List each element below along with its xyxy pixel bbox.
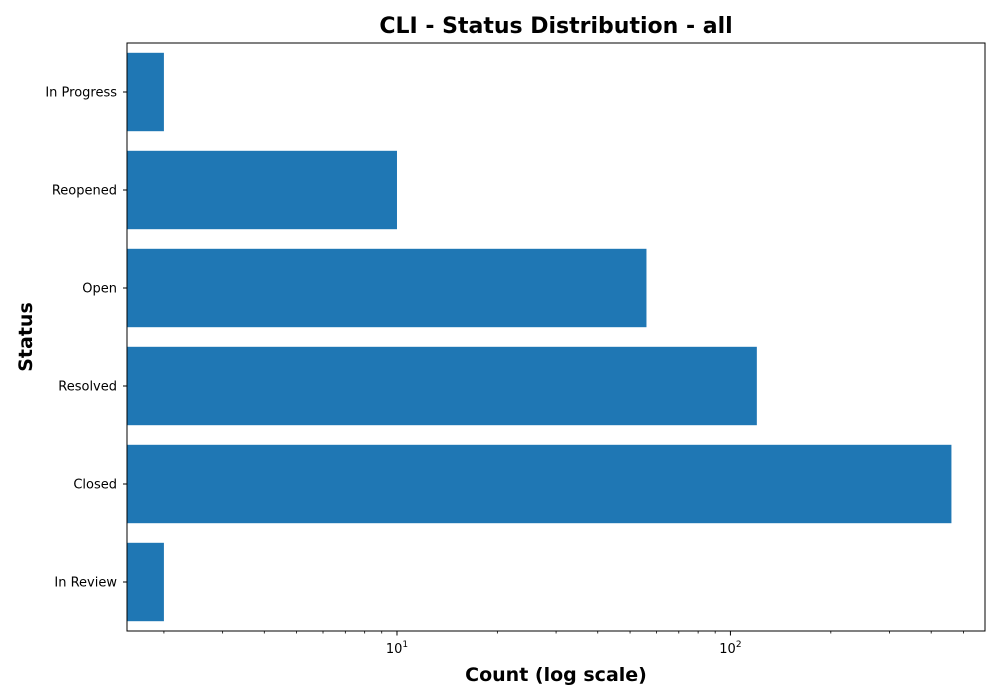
bar-in-progress — [127, 52, 164, 132]
y-tick-label-in-progress: In Progress — [45, 86, 117, 101]
x-tick-label: 102 — [719, 640, 741, 657]
x-axis-label: Count (log scale) — [465, 664, 647, 686]
y-tick-label-open: Open — [82, 282, 117, 297]
y-tick-label-reopened: Reopened — [52, 184, 117, 199]
y-tick-label-closed: Closed — [73, 478, 117, 493]
chart-title: CLI - Status Distribution - all — [379, 14, 732, 39]
bar-closed — [127, 444, 952, 524]
bars-group — [127, 52, 952, 622]
bar-reopened — [127, 150, 397, 230]
x-axis-ticks: 101 102 — [163, 631, 964, 657]
bar-in-review — [127, 542, 164, 622]
y-axis-label: Status — [15, 302, 37, 372]
plot-frame — [126, 42, 986, 632]
bar-open — [127, 248, 647, 328]
plot-area — [127, 43, 985, 631]
x-tick-label: 101 — [386, 640, 408, 657]
y-axis-ticks: In Progress Reopened Open Resolved Closed In … — [45, 86, 127, 591]
bar-resolved — [127, 346, 757, 426]
y-tick-label-in-review: In Review — [54, 576, 117, 591]
y-tick-label-resolved: Resolved — [58, 380, 117, 395]
